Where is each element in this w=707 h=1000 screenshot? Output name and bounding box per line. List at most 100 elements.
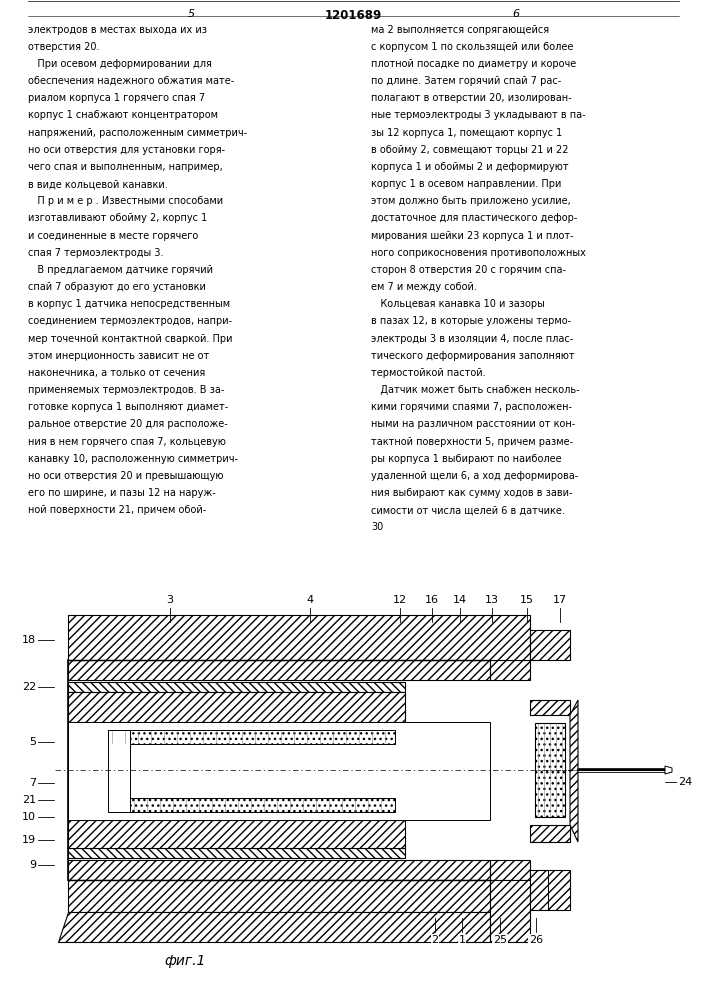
Polygon shape (530, 700, 570, 715)
Text: корпус 1 снабжают концентратором: корпус 1 снабжают концентратором (28, 110, 218, 120)
Text: напряжений, расположенным симметрич-: напряжений, расположенным симметрич- (28, 128, 247, 138)
Text: по длине. Затем горячий спай 7 рас-: по длине. Затем горячий спай 7 рас- (371, 76, 561, 86)
Polygon shape (68, 848, 405, 858)
Text: фиг.1: фиг.1 (164, 954, 206, 968)
Bar (535, 723, 565, 817)
Polygon shape (68, 615, 530, 660)
Text: достаточное для пластического дефор-: достаточное для пластического дефор- (371, 213, 578, 223)
Text: 16: 16 (425, 595, 439, 605)
Text: 24: 24 (678, 777, 692, 787)
Text: 3: 3 (167, 595, 173, 605)
Text: 25: 25 (493, 935, 507, 945)
Text: термостойкой пастой.: термостойкой пастой. (371, 368, 486, 378)
Text: 18: 18 (22, 635, 36, 645)
Text: ния в нем горячего спая 7, кольцевую: ния в нем горячего спая 7, кольцевую (28, 437, 226, 447)
Text: 2: 2 (431, 935, 438, 945)
Text: Датчик может быть снабжен несколь-: Датчик может быть снабжен несколь- (371, 385, 580, 395)
Text: ральное отверстие 20 для расположе-: ральное отверстие 20 для расположе- (28, 419, 228, 429)
Text: При осевом деформировании для: При осевом деформировании для (28, 59, 212, 69)
Text: отверстия 20.: отверстия 20. (28, 42, 100, 52)
Text: в виде кольцевой канавки.: в виде кольцевой канавки. (28, 179, 168, 189)
Text: в корпус 1 датчика непосредственным: в корпус 1 датчика непосредственным (28, 299, 230, 309)
Polygon shape (68, 820, 405, 848)
Text: мер точечной контактной сваркой. При: мер точечной контактной сваркой. При (28, 334, 233, 344)
Text: 10: 10 (22, 812, 36, 822)
Text: ры корпуса 1 выбирают по наиболее: ры корпуса 1 выбирают по наиболее (371, 454, 562, 464)
Text: но оси отверстия для установки горя-: но оси отверстия для установки горя- (28, 145, 226, 155)
Text: применяемых термоэлектродов. В за-: применяемых термоэлектродов. В за- (28, 385, 225, 395)
Bar (530, 870, 570, 910)
Bar (108, 730, 395, 744)
Text: обеспечения надежного обжатия мате-: обеспечения надежного обжатия мате- (28, 76, 235, 86)
Text: 19: 19 (22, 835, 36, 845)
Text: электродов в местах выхода их из: электродов в местах выхода их из (28, 25, 207, 35)
Text: Кольцевая канавка 10 и зазоры: Кольцевая канавка 10 и зазоры (371, 299, 545, 309)
Text: сторон 8 отверстия 20 с горячим спа-: сторон 8 отверстия 20 с горячим спа- (371, 265, 566, 275)
Bar (68, 880, 490, 912)
Bar (68, 722, 490, 820)
Text: ного соприкосновения противоположных: ного соприкосновения противоположных (371, 248, 586, 258)
Text: спая 7 термоэлектроды 3.: спая 7 термоэлектроды 3. (28, 248, 164, 258)
Text: риалом корпуса 1 горячего спая 7: риалом корпуса 1 горячего спая 7 (28, 93, 206, 103)
Text: полагают в отверстии 20, изолирован-: полагают в отверстии 20, изолирован- (371, 93, 572, 103)
Text: соединением термоэлектродов, напри-: соединением термоэлектродов, напри- (28, 316, 233, 326)
Text: В предлагаемом датчике горячий: В предлагаемом датчике горячий (28, 265, 214, 275)
Text: 1: 1 (459, 935, 465, 945)
Text: но оси отверстия 20 и превышающую: но оси отверстия 20 и превышающую (28, 471, 224, 481)
Text: изготавливают обойму 2, корпус 1: изготавливают обойму 2, корпус 1 (28, 213, 208, 223)
Text: 5: 5 (29, 737, 36, 747)
Text: ем 7 и между собой.: ем 7 и между собой. (371, 282, 477, 292)
Polygon shape (530, 825, 570, 842)
Text: 17: 17 (553, 595, 567, 605)
Polygon shape (68, 860, 490, 880)
Text: 4: 4 (306, 595, 314, 605)
Text: мирования шейки 23 корпуса 1 и плот-: мирования шейки 23 корпуса 1 и плот- (371, 231, 574, 241)
Text: готовке корпуса 1 выполняют диамет-: готовке корпуса 1 выполняют диамет- (28, 402, 228, 412)
Text: тического деформирования заполняют: тического деформирования заполняют (371, 351, 575, 361)
Polygon shape (58, 912, 490, 942)
Polygon shape (570, 700, 578, 842)
Polygon shape (68, 692, 405, 722)
Text: удаленной щели 6, а ход деформирова-: удаленной щели 6, а ход деформирова- (371, 471, 578, 481)
Text: корпус 1 в осевом направлении. При: корпус 1 в осевом направлении. При (371, 179, 561, 189)
Text: с корпусом 1 по скользящей или более: с корпусом 1 по скользящей или более (371, 42, 573, 52)
Polygon shape (490, 860, 530, 880)
Text: зы 12 корпуса 1, помещают корпус 1: зы 12 корпуса 1, помещают корпус 1 (371, 128, 563, 138)
Text: 30: 30 (371, 522, 383, 532)
Text: кими горячими спаями 7, расположен-: кими горячими спаями 7, расположен- (371, 402, 572, 412)
Text: его по ширине, и пазы 12 на наруж-: его по ширине, и пазы 12 на наруж- (28, 488, 216, 498)
Text: 15: 15 (520, 595, 534, 605)
Text: ными на различном расстоянии от кон-: ными на различном расстоянии от кон- (371, 419, 575, 429)
Text: 22: 22 (22, 682, 36, 692)
Polygon shape (665, 766, 672, 774)
Polygon shape (490, 660, 530, 680)
Text: П р и м е р . Известными способами: П р и м е р . Известными способами (28, 196, 223, 206)
Text: ные термоэлектроды 3 укладывают в па-: ные термоэлектроды 3 укладывают в па- (371, 110, 586, 120)
Text: 12: 12 (393, 595, 407, 605)
Text: этом должно быть приложено усилие,: этом должно быть приложено усилие, (371, 196, 571, 206)
Text: 26: 26 (529, 935, 543, 945)
Text: 7: 7 (29, 778, 36, 788)
Text: 21: 21 (22, 795, 36, 805)
Polygon shape (68, 660, 490, 680)
Polygon shape (530, 630, 570, 660)
Text: ма 2 выполняется сопрягающейся: ма 2 выполняется сопрягающейся (371, 25, 549, 35)
Text: корпуса 1 и обоймы 2 и деформируют: корпуса 1 и обоймы 2 и деформируют (371, 162, 569, 172)
Text: ния выбирают как сумму ходов в зави-: ния выбирают как сумму ходов в зави- (371, 488, 573, 498)
Text: в обойму 2, совмещают торцы 21 и 22: в обойму 2, совмещают торцы 21 и 22 (371, 145, 568, 155)
Text: 6: 6 (513, 9, 520, 19)
Text: в пазах 12, в которые уложены термо-: в пазах 12, в которые уложены термо- (371, 316, 571, 326)
Text: 5: 5 (187, 9, 194, 19)
Text: этом инерционность зависит не от: этом инерционность зависит не от (28, 351, 209, 361)
Text: наконечника, а только от сечения: наконечника, а только от сечения (28, 368, 206, 378)
Bar (130, 798, 395, 812)
Text: 13: 13 (485, 595, 499, 605)
Text: тактной поверхности 5, причем разме-: тактной поверхности 5, причем разме- (371, 437, 573, 447)
Text: плотной посадке по диаметру и короче: плотной посадке по диаметру и короче (371, 59, 576, 69)
Text: канавку 10, расположенную симметрич-: канавку 10, расположенную симметрич- (28, 454, 238, 464)
Text: симости от числа щелей 6 в датчике.: симости от числа щелей 6 в датчике. (371, 505, 565, 515)
Bar (108, 730, 130, 812)
Text: 1201689: 1201689 (325, 9, 382, 22)
Text: электроды 3 в изоляции 4, после плас-: электроды 3 в изоляции 4, после плас- (371, 334, 573, 344)
Text: ной поверхности 21, причем обой-: ной поверхности 21, причем обой- (28, 505, 206, 515)
